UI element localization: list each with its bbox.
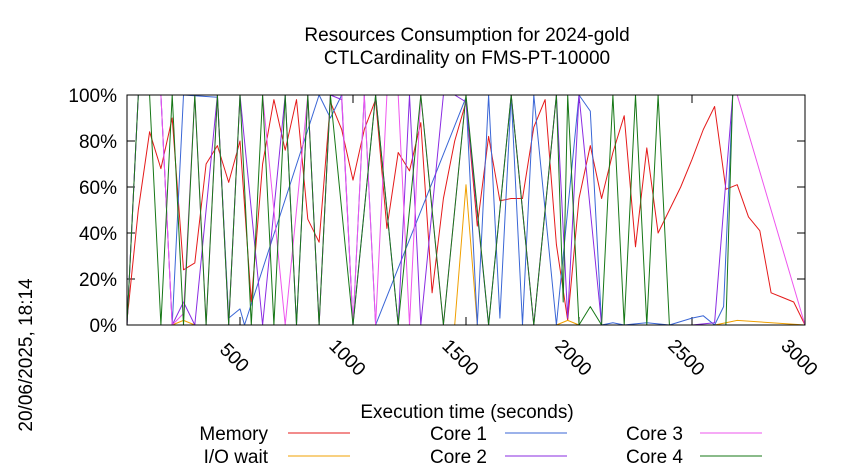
- legend-label: Core 1: [430, 424, 487, 445]
- chart-title-line-1: Resources Consumption for 2024-gold: [304, 25, 629, 46]
- x-tick-label: 1000: [325, 336, 370, 381]
- series-line-i-o-wait: [127, 184, 806, 326]
- x-tick-label: 500: [215, 339, 252, 376]
- timestamp-label: 20/06/2025, 18:14: [16, 278, 37, 432]
- legend-label: Core 4: [626, 447, 683, 468]
- y-axis-ticks: 0% 20% 40% 60% 80% 100%: [68, 86, 117, 337]
- series-layer: [126, 94, 806, 326]
- chart-title-line-2: CTLCardinality on FMS-PT-10000: [324, 48, 610, 69]
- y-tick-label: 40%: [79, 224, 117, 245]
- x-tick-label: 2500: [664, 336, 709, 381]
- y-tick-label: 60%: [79, 178, 117, 199]
- legend-label: Core 2: [430, 447, 487, 468]
- y-tick-label: 100%: [68, 86, 117, 107]
- plot-frame: [126, 94, 806, 326]
- x-axis-ticks: 500 1000 1500 2000 2500 3000: [215, 336, 821, 381]
- x-axis-label: Execution time (seconds): [360, 402, 573, 423]
- series-line-memory: [126, 99, 806, 326]
- legend-label: Core 3: [626, 424, 683, 445]
- frame-layer: [126, 94, 806, 326]
- y-tick-label: 0%: [90, 316, 118, 337]
- legend-label: Memory: [199, 424, 268, 445]
- y-tick-label: 20%: [79, 270, 117, 291]
- y-tick-label: 80%: [79, 132, 117, 153]
- legend-label: I/O wait: [204, 447, 269, 468]
- x-tick-label: 3000: [777, 336, 822, 381]
- x-tick-label: 1500: [438, 336, 483, 381]
- x-tick-label: 2000: [551, 336, 596, 381]
